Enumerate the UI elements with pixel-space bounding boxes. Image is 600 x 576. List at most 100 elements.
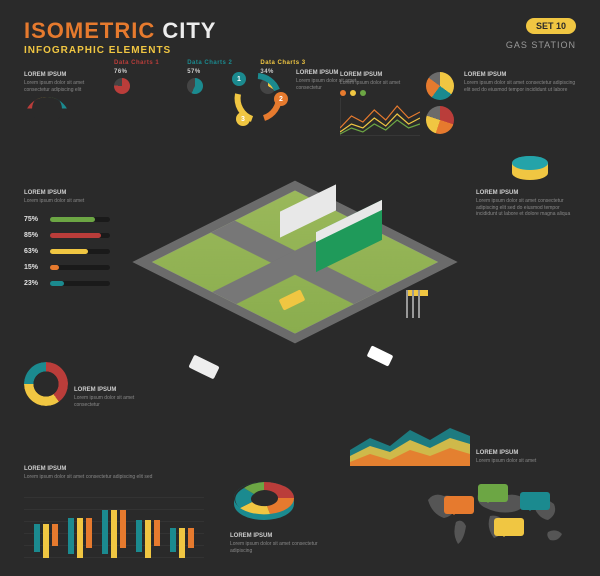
gauge-widget: LOREM IPSUM Lorem ipsum dolor sit amet c… — [24, 72, 102, 124]
pbar-pct: 85% — [24, 232, 44, 239]
infographic-canvas: ISOMETRIC CITY INFOGRAPHIC ELEMENTS SET … — [0, 0, 600, 576]
area-label: LOREM IPSUM — [476, 450, 576, 456]
cylinder-icon — [510, 155, 550, 185]
donut-3d-svg — [230, 474, 298, 524]
bar — [111, 510, 117, 558]
isometric-scene — [130, 140, 460, 384]
bars-lorem: Lorem ipsum dolor sit amet consectetur a… — [24, 474, 204, 481]
area-svg — [350, 420, 470, 466]
bar — [68, 518, 74, 554]
pbar-fill — [50, 265, 59, 270]
line-top-label: LOREM IPSUM — [340, 72, 420, 78]
mini-pct: 76% — [114, 69, 128, 75]
pbar-track — [50, 281, 110, 286]
progress-bars: LOREM IPSUM Lorem ipsum dolor sit amet 7… — [24, 190, 110, 287]
mini-label: Data Charts 1 — [114, 60, 159, 66]
pies-label: LOREM IPSUM — [464, 72, 576, 78]
progress-label: LOREM IPSUM — [24, 190, 110, 196]
bar — [145, 520, 151, 558]
bar — [34, 524, 40, 552]
pbar-fill — [50, 281, 64, 286]
progress-bar: 63% — [24, 248, 110, 255]
donut3d-label: LOREM IPSUM — [230, 533, 330, 539]
pbar-pct: 63% — [24, 248, 44, 255]
bars-label: LOREM IPSUM — [24, 466, 204, 472]
pie-chart-1 — [426, 72, 454, 100]
pbar-list: 75% 85% 63% 15% 23% — [24, 216, 110, 287]
pbar-pct: 15% — [24, 264, 44, 271]
world-map: .speech[style*="#e67a2e"]::after{border-… — [416, 478, 576, 558]
line-svg — [340, 98, 420, 136]
header: ISOMETRIC CITY INFOGRAPHIC ELEMENTS — [24, 18, 216, 56]
step-1: 1 — [232, 72, 246, 86]
donut-chart — [24, 362, 68, 406]
bar — [43, 524, 49, 558]
cyl-lorem: Lorem ipsum dolor sit amet consectetur a… — [476, 198, 576, 218]
pbar-pct: 75% — [24, 216, 44, 223]
flags — [406, 290, 420, 318]
bar — [86, 518, 92, 548]
cyl-label: LOREM IPSUM — [476, 190, 576, 196]
donut-bl — [24, 362, 68, 406]
step-3: 3 — [236, 112, 250, 126]
line-top-lorem: Lorem ipsum dolor sit amet — [340, 80, 420, 87]
bar — [154, 520, 160, 546]
step-2: 2 — [274, 92, 288, 106]
legend-dot-icon — [350, 90, 356, 96]
legend-dot-icon — [360, 90, 366, 96]
mini-pie-icon — [114, 78, 130, 94]
gauge-label: LOREM IPSUM — [24, 72, 102, 78]
bar — [120, 510, 126, 548]
pies-lorem: Lorem ipsum dolor sit amet consectetur a… — [464, 80, 576, 93]
donut-3d — [230, 474, 298, 524]
pbar-track — [50, 249, 110, 254]
page-title: ISOMETRIC CITY — [24, 18, 216, 44]
area-lorem: Lorem ipsum dolor sit amet — [476, 458, 576, 465]
progress-bar: 75% — [24, 216, 110, 223]
pbar-pct: 23% — [24, 280, 44, 287]
pbar-fill — [50, 233, 101, 238]
mini-pct: 57% — [187, 69, 201, 75]
pbar-track — [50, 217, 110, 222]
bar — [170, 528, 176, 552]
gauge-lorem: Lorem ipsum dolor sit amet consectetur a… — [24, 80, 102, 93]
pie-chart-2 — [426, 106, 454, 134]
area-text: LOREM IPSUM Lorem ipsum dolor sit amet — [476, 450, 576, 465]
donut-bl-text: LOREM IPSUM Lorem ipsum dolor sit amet c… — [74, 387, 144, 408]
mini-chart: Data Charts 1 76% — [114, 60, 159, 94]
bar-group — [170, 528, 194, 558]
donut3d-lorem: Lorem ipsum dolor sit amet consectetur a… — [230, 541, 330, 554]
van-icon — [188, 355, 219, 380]
flag-icon — [412, 290, 414, 318]
progress-bar: 85% — [24, 232, 110, 239]
mini-label: Data Charts 3 — [260, 60, 305, 66]
steps-cycle: 1 2 3 — [230, 70, 286, 126]
speech-bubble-icon: .speech[style*="#1b8a8f"]::after{border-… — [520, 492, 550, 510]
bar — [188, 528, 194, 548]
bar-group — [102, 510, 126, 558]
donut-bl-label: LOREM IPSUM — [74, 387, 144, 393]
bar — [136, 520, 142, 552]
mini-chart: Data Charts 2 57% — [187, 60, 232, 94]
bar — [179, 528, 185, 558]
pbar-track — [50, 265, 110, 270]
pbar-track — [50, 233, 110, 238]
category-label: GAS STATION — [506, 40, 576, 50]
progress-lorem: Lorem ipsum dolor sit amet — [24, 198, 110, 205]
cylinder-text: LOREM IPSUM Lorem ipsum dolor sit amet c… — [476, 190, 576, 218]
speech-bubble-icon: .speech[style*="#e67a2e"]::after{border-… — [444, 496, 474, 514]
bar-group — [136, 520, 160, 558]
gauge-arc — [24, 97, 70, 120]
line-legend — [340, 90, 420, 96]
donut3d-text: LOREM IPSUM Lorem ipsum dolor sit amet c… — [230, 533, 330, 554]
pies-right-block: LOREM IPSUM Lorem ipsum dolor sit amet c… — [426, 72, 576, 134]
mini-pie-icon — [187, 78, 203, 94]
car-white-icon — [367, 345, 394, 366]
bars-bl-text: LOREM IPSUM Lorem ipsum dolor sit amet c… — [24, 466, 204, 481]
pbar-fill — [50, 249, 88, 254]
bar — [77, 518, 83, 558]
flag-icon — [418, 290, 420, 318]
flag-icon — [406, 290, 408, 318]
legend-dot-icon — [340, 90, 346, 96]
bar — [52, 524, 58, 546]
